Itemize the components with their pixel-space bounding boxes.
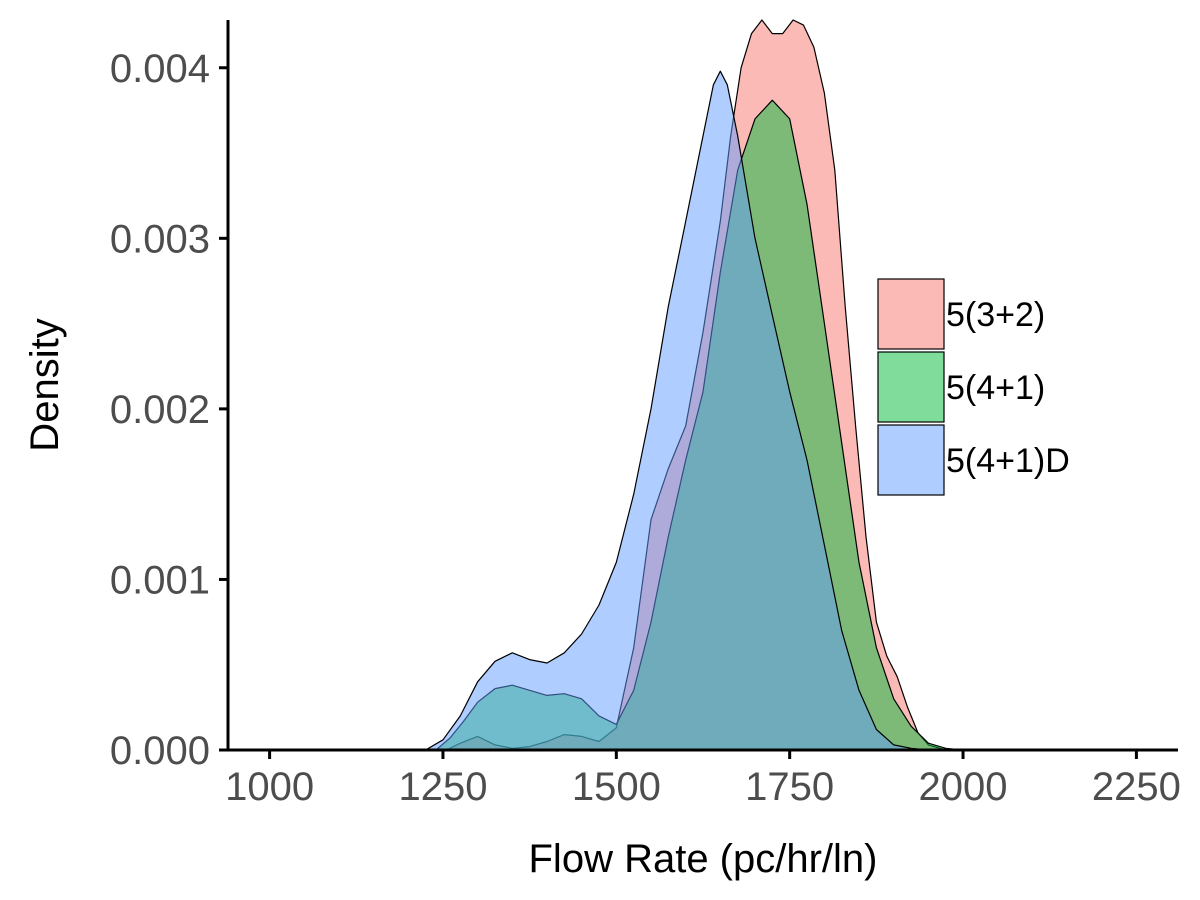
x-axis-title: Flow Rate (pc/hr/ln) (529, 837, 878, 881)
y-axis-ticks: 0.000 0.001 0.002 0.003 0.004 (110, 47, 228, 773)
density-area-series-3 (425, 70, 929, 751)
y-tick-label: 0.004 (110, 47, 210, 91)
y-tick-label: 0.000 (110, 729, 210, 773)
y-tick-label: 0.002 (110, 388, 210, 432)
y-tick-label: 0.001 (110, 558, 210, 602)
x-tick-label: 2000 (919, 765, 1008, 809)
x-tick-label: 1250 (398, 765, 487, 809)
y-tick-label: 0.003 (110, 217, 210, 261)
x-tick-label: 1500 (572, 765, 661, 809)
legend-label: 5(4+1) (946, 369, 1045, 407)
x-tick-label: 1750 (745, 765, 834, 809)
legend: 5(3+2) 5(4+1) 5(4+1)D (877, 278, 1070, 496)
legend-key (877, 351, 945, 423)
legend-label: 5(4+1)D (946, 442, 1070, 480)
legend-key (877, 424, 945, 496)
density-areas (425, 19, 964, 751)
axes (226, 20, 1178, 752)
legend-key (877, 278, 945, 350)
x-axis-ticks: 1000 1250 1500 1750 2000 2250 (225, 750, 1181, 809)
legend-label: 5(3+2) (946, 296, 1045, 334)
x-tick-label: 2250 (1092, 765, 1181, 809)
y-axis-title: Density (23, 318, 67, 451)
x-tick-label: 1000 (225, 765, 314, 809)
